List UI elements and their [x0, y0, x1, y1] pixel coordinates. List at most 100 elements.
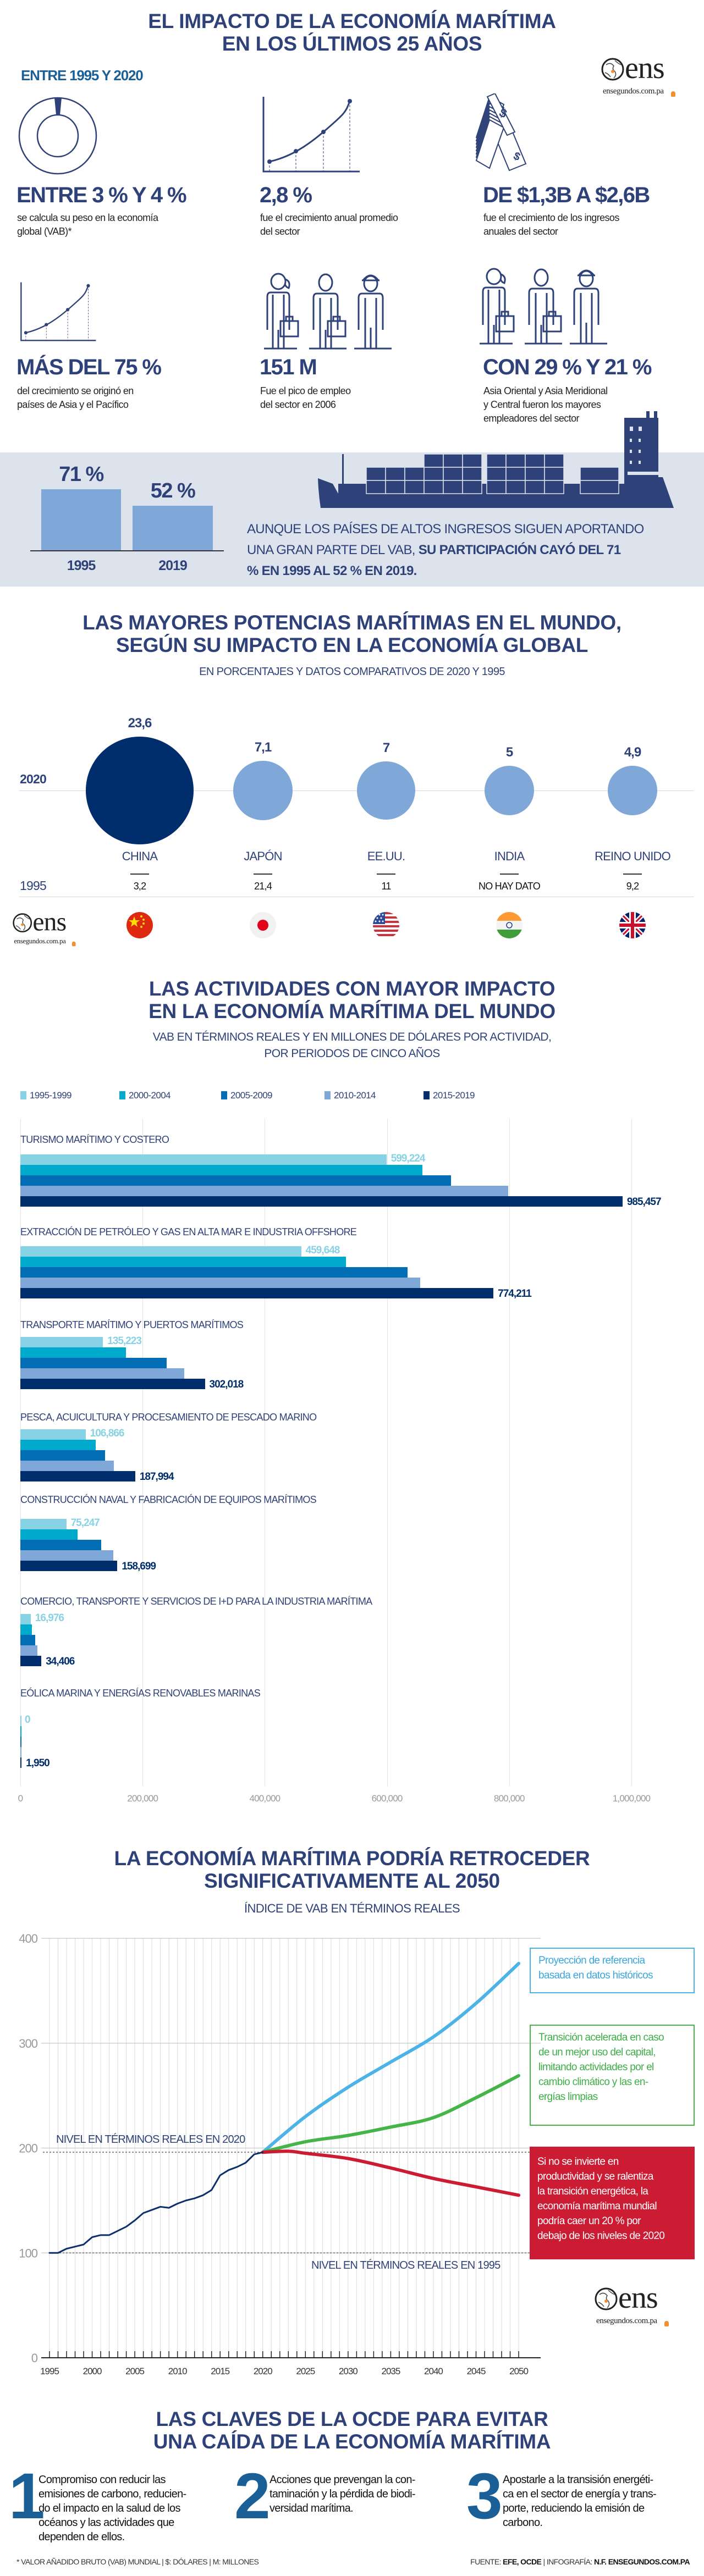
- x-tick-label: 2015: [211, 2366, 229, 2376]
- value-label-last: 158,699: [122, 1561, 156, 1572]
- bubble-usa: [356, 761, 416, 820]
- bar-2010-2014: [20, 1747, 21, 1757]
- x-tick-label: 2005: [125, 2366, 144, 2376]
- x-tick-label: 2050: [509, 2366, 528, 2376]
- country-name: CHINA: [122, 849, 158, 863]
- bar-2005-2009: [20, 1267, 408, 1278]
- stat-desc-asia-growth: del crecimiento se originó en países de …: [17, 384, 134, 412]
- x-tick-label: 0: [18, 1793, 23, 1804]
- share-year-2019: 2019: [158, 558, 188, 573]
- stat-desc-employers: Asia Oriental y Asia Meridional y Centra…: [483, 384, 608, 425]
- footer-source: FUENTE: EFE, OCDE | INFOGRAFÍA: N.F. ENS…: [470, 2557, 690, 2566]
- bar-2015-2019: [20, 1196, 623, 1207]
- bar-2005-2009: [20, 1737, 21, 1747]
- bar-1995-1999: [20, 1716, 21, 1726]
- x-tick-label: 200,000: [127, 1793, 158, 1804]
- desc-line: fue el crecimiento anual promedio: [260, 212, 398, 223]
- activities-subtitle-line2: POR PERIODOS DE CINCO AÑOS: [264, 1047, 440, 1060]
- forecast-line-chart: 0 100 200 300 400 1995 2000 2005 2010 2015 2020 202…: [19, 1932, 541, 2376]
- value-label-first: 459,648: [305, 1245, 340, 1256]
- growth-curve-icon: [20, 281, 97, 341]
- legend-swatch: [119, 1091, 125, 1099]
- logo-mark: ens: [618, 2281, 658, 2315]
- band-text-line3: % EN 1995 AL 52 % EN 2019.: [247, 563, 417, 578]
- bar-2010-2014: [20, 1368, 184, 1379]
- desc-line: global (VAB)*: [17, 226, 72, 237]
- activities-subtitle: VAB EN TÉRMINOS REALES Y EN MILLONES DE …: [0, 1029, 704, 1062]
- key-line: Apostarle a la transisión energéti-: [503, 2474, 653, 2486]
- key-line: emisiones de carbono, reducien-: [38, 2488, 186, 2500]
- series-reference-projection: [261, 1961, 521, 2154]
- share-band-text: AUNQUE LOS PAÍSES DE ALTOS INGRESOS SIGU…: [247, 519, 644, 582]
- country-column-india: 5 INDIA NO HAY DATO: [449, 0, 570, 892]
- annotation-line: de un mejor uso del capital,: [538, 2047, 656, 2058]
- logo-person-icon: [72, 941, 76, 947]
- key-text-2: Acciones que prevengan la con- taminació…: [270, 2473, 416, 2516]
- keys-title: LAS CLAVES DE LA OCDE PARA EVITAR UNA CA…: [0, 2408, 704, 2453]
- annotation-line: productividad y se ralentiza: [537, 2171, 653, 2182]
- share-bar-1995: [41, 489, 121, 550]
- annotation-line: Transición acelerada en caso: [538, 2032, 664, 2043]
- ens-logo: ens ensegundos.com.pa: [601, 53, 694, 101]
- series-slowdown: [261, 2149, 521, 2197]
- main-title: EL IMPACTO DE LA ECONOMÍA MARÍTIMA EN LO…: [0, 10, 704, 55]
- logo-url: ensegundos.com.pa: [596, 2317, 657, 2325]
- bar-2015-2019: [20, 1656, 42, 1666]
- activities-subtitle-line1: VAB EN TÉRMINOS REALES Y EN MILLONES DE …: [152, 1031, 552, 1043]
- logo-url: ensegundos.com.pa: [603, 87, 664, 96]
- desc-line: se calcula su peso en la economía: [17, 212, 158, 223]
- category-label: TURISMO MARÍTIMO Y COSTERO: [20, 1134, 169, 1145]
- band-text-line1: AUNQUE LOS PAÍSES DE ALTOS INGRESOS SIGU…: [247, 522, 644, 537]
- annotation-accelerated-transition: Transición acelerada en caso de un mejor…: [530, 2025, 695, 2126]
- value-label-last: 34,406: [46, 1656, 75, 1667]
- x-tick-label: 2010: [168, 2366, 187, 2376]
- bar-2000-2004: [20, 1726, 21, 1737]
- level-label-1995: NIVEL EN TÉRMINOS REALES EN 1995: [311, 2259, 501, 2271]
- value-label-last: 774,211: [498, 1288, 532, 1300]
- key-line: versidad marítima.: [270, 2502, 354, 2514]
- x-tick-label: 1,000,000: [612, 1793, 651, 1804]
- x-tick-label: 2025: [296, 2366, 315, 2376]
- y-tick-label: 100: [19, 2246, 37, 2260]
- key-line: Compromiso con reducir las: [38, 2474, 166, 2486]
- desc-line: Fue el pico de empleo: [260, 385, 351, 396]
- desc-line: anuales del sector: [483, 226, 558, 237]
- value-1995: 3,2: [133, 881, 146, 892]
- bar-2010-2014: [20, 1278, 420, 1288]
- legend-swatch: [221, 1091, 227, 1099]
- keys-title-line1: LAS CLAVES DE LA OCDE PARA EVITAR: [156, 2408, 548, 2430]
- country-column-japan: 7,1 JAPÓN 21,4: [202, 0, 323, 892]
- annotation-line: la transición energética, la: [537, 2186, 648, 2197]
- key-line: océanos y las actividades que: [38, 2517, 174, 2529]
- stat-value-employers: CON 29 % Y 21 %: [483, 355, 652, 379]
- forecast-subtitle: ÍNDICE DE VAB EN TÉRMINOS REALES: [244, 1901, 460, 1915]
- key-number-2: 2: [234, 2460, 271, 2533]
- gridline: [631, 1119, 632, 1787]
- key-line: ca en el sector de energía y trans-: [503, 2488, 657, 2500]
- bar-1995-1999: [20, 1246, 301, 1257]
- annotation-line: basada en datos históricos: [538, 1970, 653, 1981]
- workers-icon: [263, 273, 393, 350]
- money-stack-icon: $ $: [475, 93, 527, 172]
- bar-2000-2004: [20, 1165, 423, 1175]
- stat-desc-share: se calcula su peso en la economía global…: [17, 211, 158, 239]
- value-label-last: 187,994: [139, 1471, 174, 1483]
- x-tick-label: 600,000: [371, 1793, 403, 1804]
- footer-note: * VALOR AÑADIDO BRUTO (VAB) MUNDIAL | $:…: [16, 2557, 259, 2566]
- y-tick-label: 400: [19, 1932, 37, 1945]
- value-label-first: 135,223: [107, 1335, 142, 1347]
- country-dash: [377, 874, 395, 875]
- bar-2010-2014: [20, 1645, 38, 1656]
- globe-logo-icon: [601, 58, 624, 81]
- stat-value-revenue: DE $1,3B A $2,6B: [483, 183, 650, 207]
- stat-value-asia-growth: MÁS DEL 75 %: [16, 355, 162, 379]
- flag-japan-icon: [250, 912, 276, 938]
- annotation-reference-projection: Proyección de referencia basada en datos…: [530, 1948, 695, 1993]
- share-baseline: [30, 550, 224, 551]
- key-number-3: 3: [466, 2460, 503, 2533]
- bar-2000-2004: [20, 1529, 78, 1540]
- desc-line: Asia Oriental y Asia Meridional: [483, 385, 608, 396]
- band-text-line2: UNA GRAN PARTE DEL VAB, SU PARTICIPACIÓN…: [247, 540, 644, 561]
- value-1995: 21,4: [254, 881, 272, 892]
- legend-label: 2000-2004: [129, 1090, 171, 1101]
